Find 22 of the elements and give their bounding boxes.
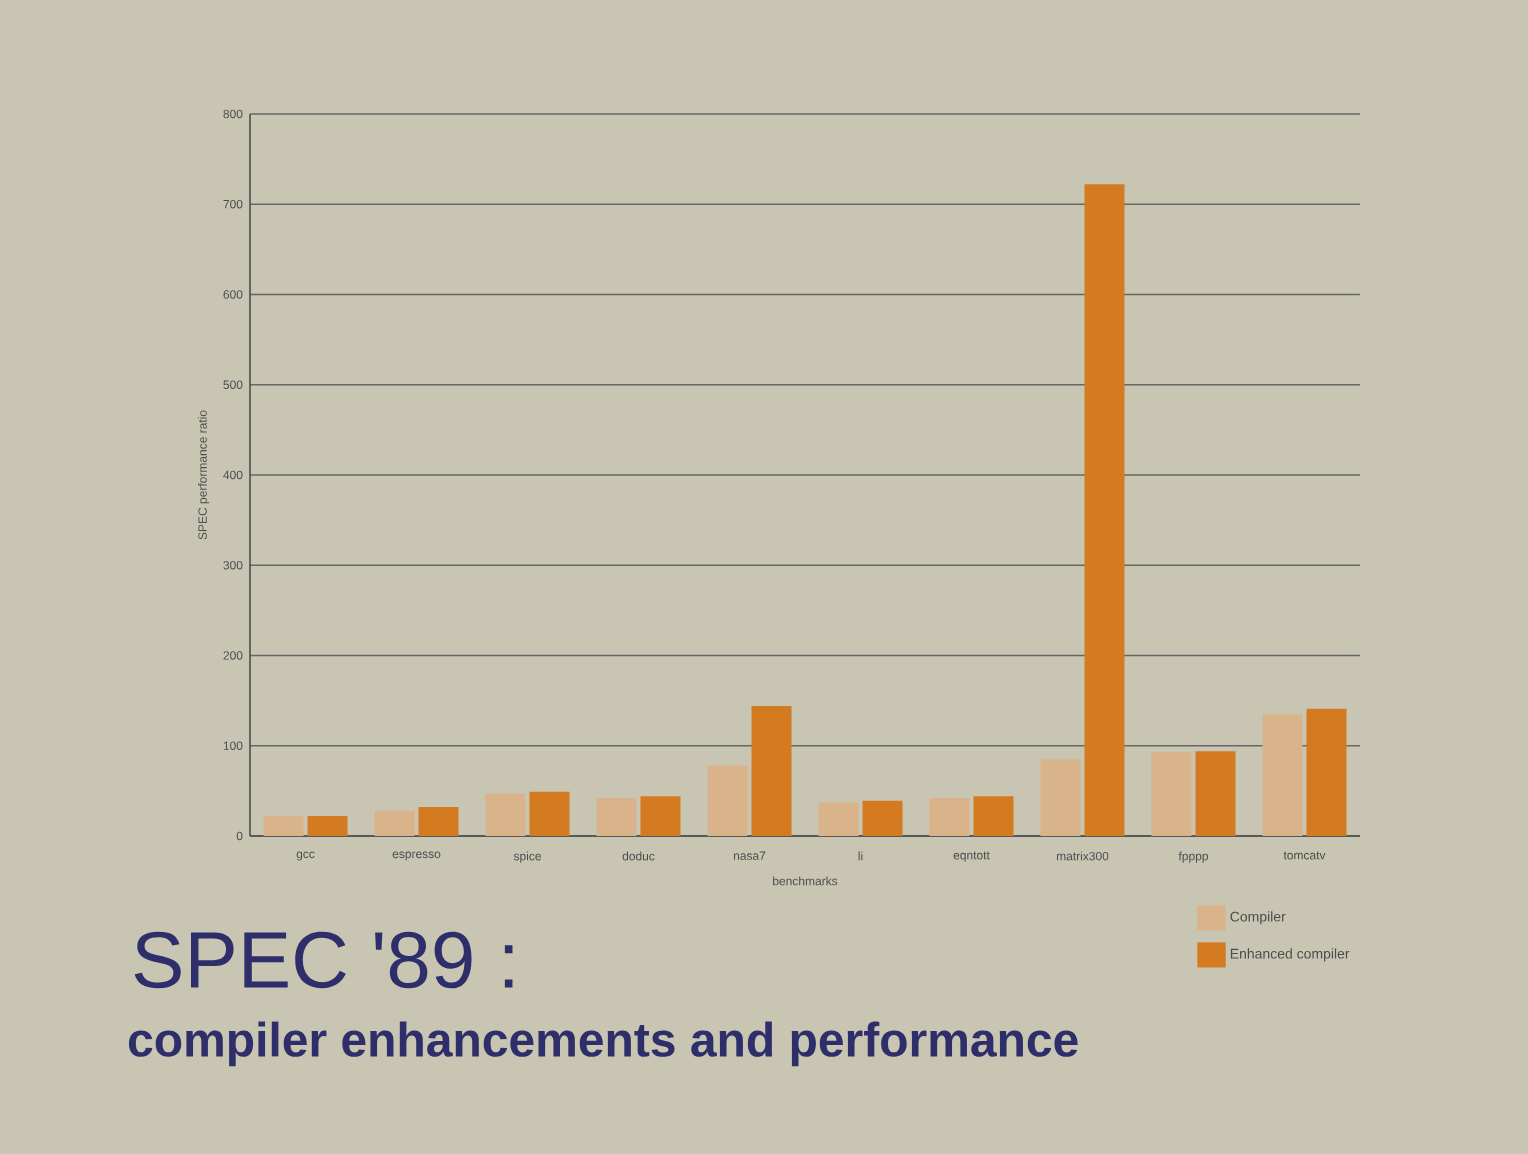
bar <box>529 791 570 836</box>
bar <box>374 810 415 836</box>
bar <box>751 706 792 836</box>
bar <box>1151 752 1192 836</box>
text: SPEC '89 : <box>134 931 513 989</box>
bar <box>418 807 459 836</box>
bar <box>1195 751 1236 836</box>
bar <box>707 765 748 836</box>
bar <box>640 796 681 836</box>
bar <box>818 802 859 836</box>
bar <box>263 816 304 836</box>
bar <box>973 796 1014 836</box>
bar <box>1084 184 1125 836</box>
bar <box>862 800 903 836</box>
bar <box>596 798 637 836</box>
bar <box>1262 714 1303 836</box>
bar <box>1040 759 1081 836</box>
text: compiler enhancements and performance <box>128 1021 1078 1067</box>
bar <box>485 793 526 836</box>
bar <box>1306 708 1347 836</box>
bar <box>307 816 348 836</box>
bar <box>929 798 970 836</box>
